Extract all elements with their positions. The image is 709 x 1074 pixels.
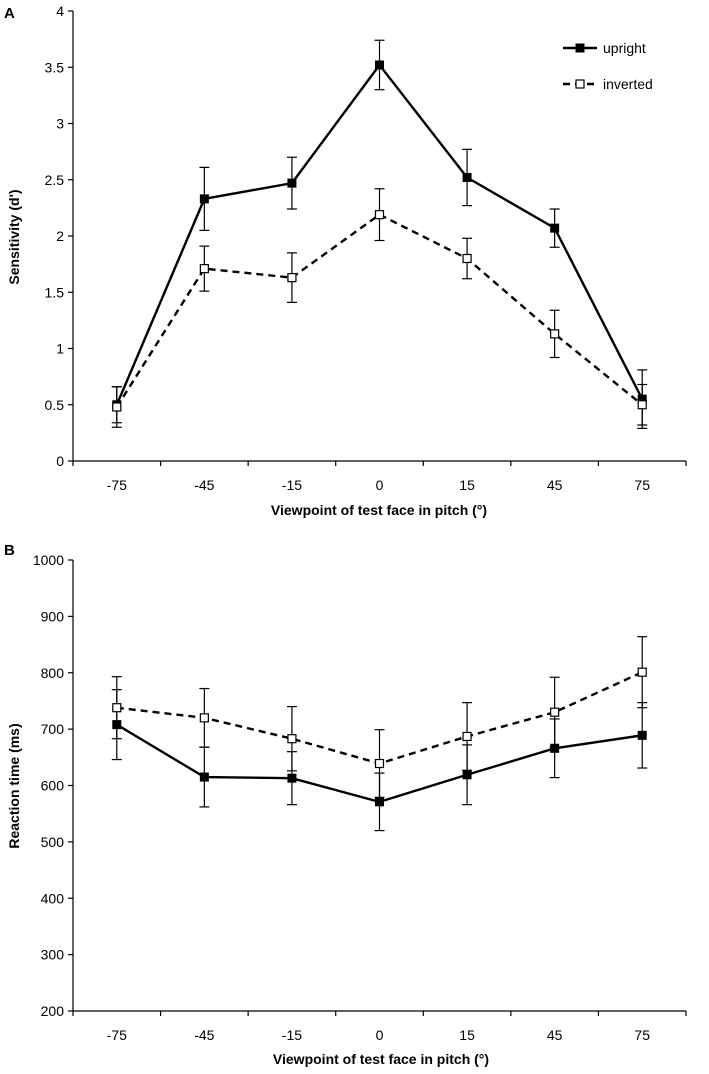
panel-a-upright-point xyxy=(462,173,472,182)
panel-a-error-bars xyxy=(111,39,648,429)
panel-b-upright-point xyxy=(550,743,560,753)
panel-b-inverted-point xyxy=(462,731,472,742)
panel-a-inverted-point xyxy=(374,210,385,220)
panel-b-inverted-point xyxy=(550,707,560,717)
panel-b-inverted-point xyxy=(374,758,385,769)
panel-a-inverted-point xyxy=(112,402,122,412)
panel-a-legend: upright inverted xyxy=(563,40,653,92)
panel-label-a: A xyxy=(4,5,15,22)
panel-a-y-tick-label: 1 xyxy=(56,341,64,357)
panel-b-y-tick-label: 500 xyxy=(41,834,65,850)
panel-a-y-tick-label: 1.5 xyxy=(45,284,65,300)
panel-b-upright-point xyxy=(112,720,122,730)
panel-b-upright-point xyxy=(462,770,472,780)
panel-a-upright-point xyxy=(550,223,560,233)
panel-b: B 200 300 400 500 600 700 800 900 1000 -75 -45 -15 0… xyxy=(4,542,687,1067)
panel-b-y-tick-label: 900 xyxy=(41,608,65,624)
panel-a-y-tick-label: 2 xyxy=(56,228,64,244)
panel-b-x-tick-label: -75 xyxy=(107,1027,127,1043)
panel-a-markers xyxy=(112,60,647,412)
legend-inverted-marker xyxy=(575,79,585,89)
legend-upright-marker xyxy=(575,43,585,53)
panel-a-inverted-point xyxy=(462,253,472,264)
panel-a-y-axis-title: Sensitivity (d') xyxy=(6,189,22,284)
panel-b-inverted-point xyxy=(637,667,647,677)
panel-a-x-axis-title: Viewpoint of test face in pitch (°) xyxy=(271,502,487,518)
panel-a-y-tick-label: 3 xyxy=(56,116,64,132)
panel-a-y-tick-label: 0 xyxy=(56,453,64,469)
panel-a-upright-point xyxy=(287,178,297,188)
legend-upright-label: upright xyxy=(603,40,646,56)
panel-a-y-tick-label: 2.5 xyxy=(45,172,65,188)
panel-a-x-tick-label: -45 xyxy=(194,477,214,493)
panel-b-upright-point xyxy=(375,797,384,807)
panel-b-y-tick-label: 1000 xyxy=(33,552,64,568)
panel-b-y-tick-label: 800 xyxy=(41,665,65,681)
panel-b-y-tick-label: 300 xyxy=(41,947,65,963)
panel-b-markers xyxy=(112,667,647,807)
panel-b-upright-point xyxy=(637,730,647,740)
panel-a-axes xyxy=(68,10,687,466)
panel-a-inverted-point xyxy=(287,273,297,283)
panel-a-x-tick-label: 15 xyxy=(459,477,475,493)
panel-b-x-tick-label: 45 xyxy=(547,1027,563,1043)
panel-b-inverted-point xyxy=(112,703,122,713)
panel-a-y-tick-label: 0.5 xyxy=(45,397,65,413)
panel-a-upright-point xyxy=(375,60,384,70)
legend-inverted-label: inverted xyxy=(603,76,653,92)
panel-a-inverted-point xyxy=(637,400,647,410)
panel-a: A 0 0.5 1 1.5 2 2.5 3 3.5 4 -75 -45 -15 0 15 45 75 Sens… xyxy=(4,3,687,518)
panel-b-axes xyxy=(68,559,687,1016)
panel-b-upright-point xyxy=(287,773,297,783)
panel-b-x-tick-label: 75 xyxy=(634,1027,650,1043)
panel-b-x-tick-label: 0 xyxy=(376,1027,384,1043)
panel-a-x-tick-label: 0 xyxy=(376,477,384,493)
panel-a-x-tick-label: 45 xyxy=(547,477,563,493)
panel-b-upright-point xyxy=(199,772,209,782)
panel-a-y-tick-label: 3.5 xyxy=(45,59,65,75)
panel-a-y-tick-label: 4 xyxy=(56,3,64,19)
panel-b-y-tick-label: 600 xyxy=(41,778,65,794)
panel-a-x-tick-label: -75 xyxy=(107,477,127,493)
panel-b-tick-labels: 200 300 400 500 600 700 800 900 1000 -75 -45 -15 0 15… xyxy=(33,552,650,1043)
panel-a-inverted-point xyxy=(550,329,560,339)
panel-a-upright-point xyxy=(199,194,209,204)
panel-b-y-tick-label: 700 xyxy=(41,721,65,737)
panel-b-x-axis-title: Viewpoint of test face in pitch (°) xyxy=(273,1051,489,1067)
panel-b-x-tick-label: -45 xyxy=(194,1027,214,1043)
panel-b-y-axis-title: Reaction time (ms) xyxy=(6,723,22,848)
panel-b-y-tick-label: 200 xyxy=(41,1003,65,1019)
panel-a-x-tick-label: 75 xyxy=(634,477,650,493)
panel-a-x-tick-label: -15 xyxy=(282,477,302,493)
panel-label-b: B xyxy=(4,542,15,559)
panel-b-inverted-point xyxy=(287,734,297,744)
panel-a-tick-labels: 0 0.5 1 1.5 2 2.5 3 3.5 4 -75 -45 -15 0 15 45 75 xyxy=(45,3,651,493)
panel-b-x-tick-label: -15 xyxy=(282,1027,302,1043)
panel-b-x-tick-label: 15 xyxy=(459,1027,475,1043)
panel-b-inverted-point xyxy=(199,713,209,723)
panel-a-inverted-point xyxy=(199,264,209,274)
panel-b-y-tick-label: 400 xyxy=(41,890,65,906)
